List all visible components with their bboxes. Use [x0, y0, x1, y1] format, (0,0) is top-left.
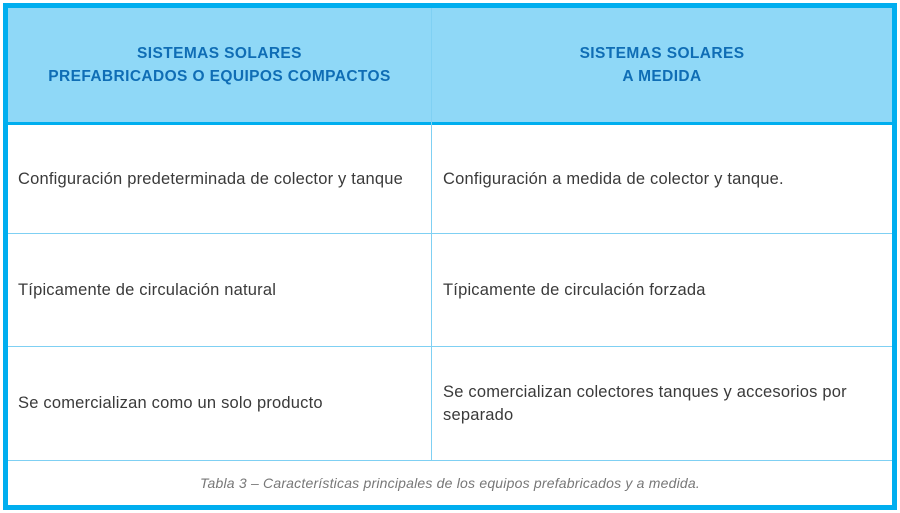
cell-custom: Configuración a medida de colector y tan…	[443, 169, 784, 188]
cell-prefabricated: Típicamente de circulación natural	[18, 280, 277, 299]
header-prefabricated: SISTEMAS SOLARES PREFABRICADOS O EQUIPOS…	[48, 45, 391, 85]
header-custom: SISTEMAS SOLARES A MEDIDA	[579, 45, 745, 85]
cell-prefabricated: Configuración predeterminada de colector…	[18, 169, 403, 188]
table-row: Típicamente de circulación natural Típic…	[8, 234, 892, 347]
comparison-table: SISTEMAS SOLARES PREFABRICADOS O EQUIPOS…	[3, 3, 897, 510]
cell-custom: Típicamente de circulación forzada	[443, 280, 706, 299]
column-divider	[431, 8, 432, 460]
table-row: Se comercializan como un solo producto S…	[8, 347, 892, 461]
table-header: SISTEMAS SOLARES PREFABRICADOS O EQUIPOS…	[8, 8, 892, 125]
cell-prefabricated: Se comercializan como un solo producto	[18, 394, 323, 412]
table-caption: Tabla 3 – Características principales de…	[200, 475, 700, 491]
table-row: Configuración predeterminada de colector…	[8, 125, 892, 234]
cell-custom: Se comercializan colectores tanques y ac…	[443, 382, 847, 424]
